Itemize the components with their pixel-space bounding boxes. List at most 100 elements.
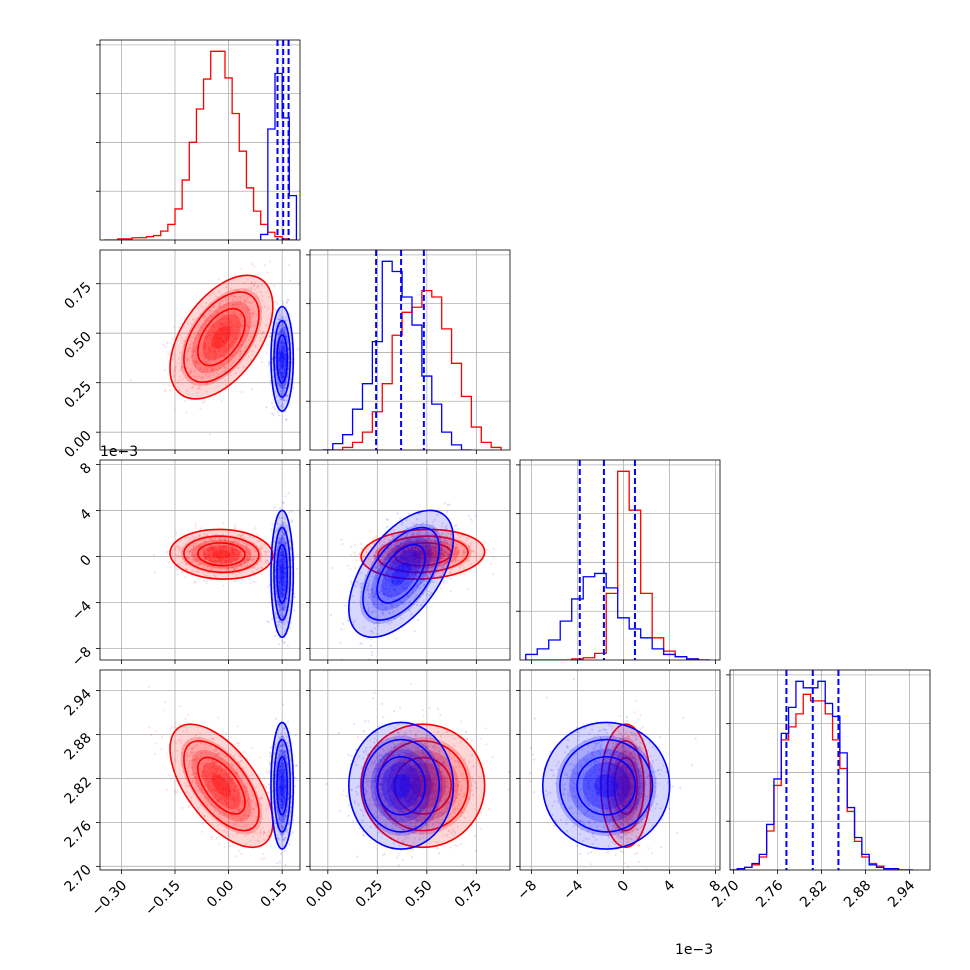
scatter-point	[173, 370, 176, 373]
scatter-point	[202, 550, 205, 553]
scatter-point	[435, 531, 438, 534]
scatter-point	[223, 561, 227, 564]
scatter-point	[284, 606, 287, 609]
scatter-point	[190, 336, 193, 339]
scatter-point	[218, 788, 222, 791]
scatter-point	[403, 551, 406, 554]
scatter-point	[199, 550, 202, 553]
scatter-point	[219, 561, 222, 564]
scatter-point	[417, 512, 420, 515]
scatter-point	[230, 782, 233, 785]
scatter-point	[284, 542, 288, 545]
scatter-point	[280, 354, 284, 358]
scatter-point	[242, 366, 245, 369]
scatter-point	[405, 564, 408, 568]
scatter-point	[193, 336, 196, 340]
scatter-point	[217, 306, 220, 309]
scatter-point	[281, 300, 285, 303]
scatter-point	[409, 540, 412, 543]
scatter-point	[433, 565, 436, 568]
scatter-point	[284, 327, 287, 330]
scatter-point	[285, 380, 288, 383]
scatter-point	[426, 560, 430, 563]
scatter-point	[371, 602, 374, 606]
scatter-point	[225, 830, 228, 834]
scatter-point	[281, 379, 284, 382]
scatter-point	[472, 550, 475, 553]
scatter-point	[401, 551, 405, 554]
scatter-point	[218, 347, 221, 351]
scatter-point	[281, 554, 284, 557]
scatter-point	[392, 560, 395, 563]
scatter-point	[220, 344, 223, 347]
scatter-point	[408, 568, 412, 571]
scatter-point	[219, 791, 222, 794]
scatter-point	[455, 554, 458, 557]
scatter-point	[278, 368, 282, 371]
scatter-point	[205, 776, 209, 779]
scatter-point	[412, 549, 416, 552]
scatter-point	[212, 777, 215, 781]
scatter-point	[289, 279, 292, 282]
scatter-point	[204, 555, 207, 558]
scatter-point	[241, 800, 244, 803]
scatter-point	[177, 545, 180, 549]
scatter-point	[230, 557, 233, 560]
scatter-point	[408, 557, 411, 560]
scatter-point	[435, 514, 438, 517]
scatter-point	[246, 334, 249, 337]
scatter-point	[396, 580, 399, 584]
scatter-point	[219, 559, 222, 562]
scatter-point	[191, 754, 194, 757]
scatter-point	[355, 584, 358, 588]
scatter-point	[434, 550, 437, 553]
scatter-point	[258, 831, 261, 834]
scatter-point	[374, 572, 377, 575]
scatter-point	[347, 564, 350, 568]
scatter-point	[235, 554, 238, 557]
scatter-point	[370, 653, 373, 657]
scatter-point	[285, 301, 289, 304]
scatter-point	[410, 552, 413, 555]
scatter-point	[282, 561, 285, 564]
scatter-point	[424, 538, 427, 542]
scatter-point	[218, 561, 221, 564]
scatter-point	[277, 351, 280, 354]
scatter-point	[211, 737, 214, 740]
scatter-point	[222, 333, 225, 336]
scatter-point	[414, 545, 417, 548]
scatter-point	[203, 319, 206, 322]
scatter-point	[245, 542, 248, 546]
scatter-point	[280, 374, 283, 377]
scatter-point	[282, 575, 285, 578]
scatter-point	[469, 542, 472, 545]
scatter-point	[386, 572, 389, 576]
scatter-point	[285, 335, 288, 338]
scatter-point	[225, 778, 228, 782]
scatter-point	[229, 789, 232, 793]
scatter-point	[279, 366, 282, 369]
scatter-point	[204, 342, 207, 345]
scatter-point	[209, 559, 212, 562]
scatter-point	[223, 845, 226, 848]
scatter-point	[372, 606, 375, 609]
scatter-point	[381, 585, 384, 588]
scatter-point	[247, 286, 250, 290]
scatter-point	[192, 746, 196, 749]
scatter-point	[277, 357, 280, 360]
scatter-point	[217, 783, 221, 786]
scatter-point	[224, 296, 227, 299]
scatter-point	[209, 373, 212, 376]
scatter-point	[397, 560, 400, 563]
scatter-point	[417, 554, 420, 557]
scatter-point	[279, 566, 282, 570]
scatter-point	[227, 343, 230, 347]
scatter-point	[285, 398, 288, 401]
scatter-point	[399, 600, 402, 604]
scatter-point	[288, 626, 291, 629]
scatter-point	[231, 550, 234, 553]
scatter-point	[406, 575, 409, 579]
scatter-point	[468, 544, 472, 548]
scatter-point	[282, 564, 285, 567]
scatter-point	[218, 302, 221, 305]
